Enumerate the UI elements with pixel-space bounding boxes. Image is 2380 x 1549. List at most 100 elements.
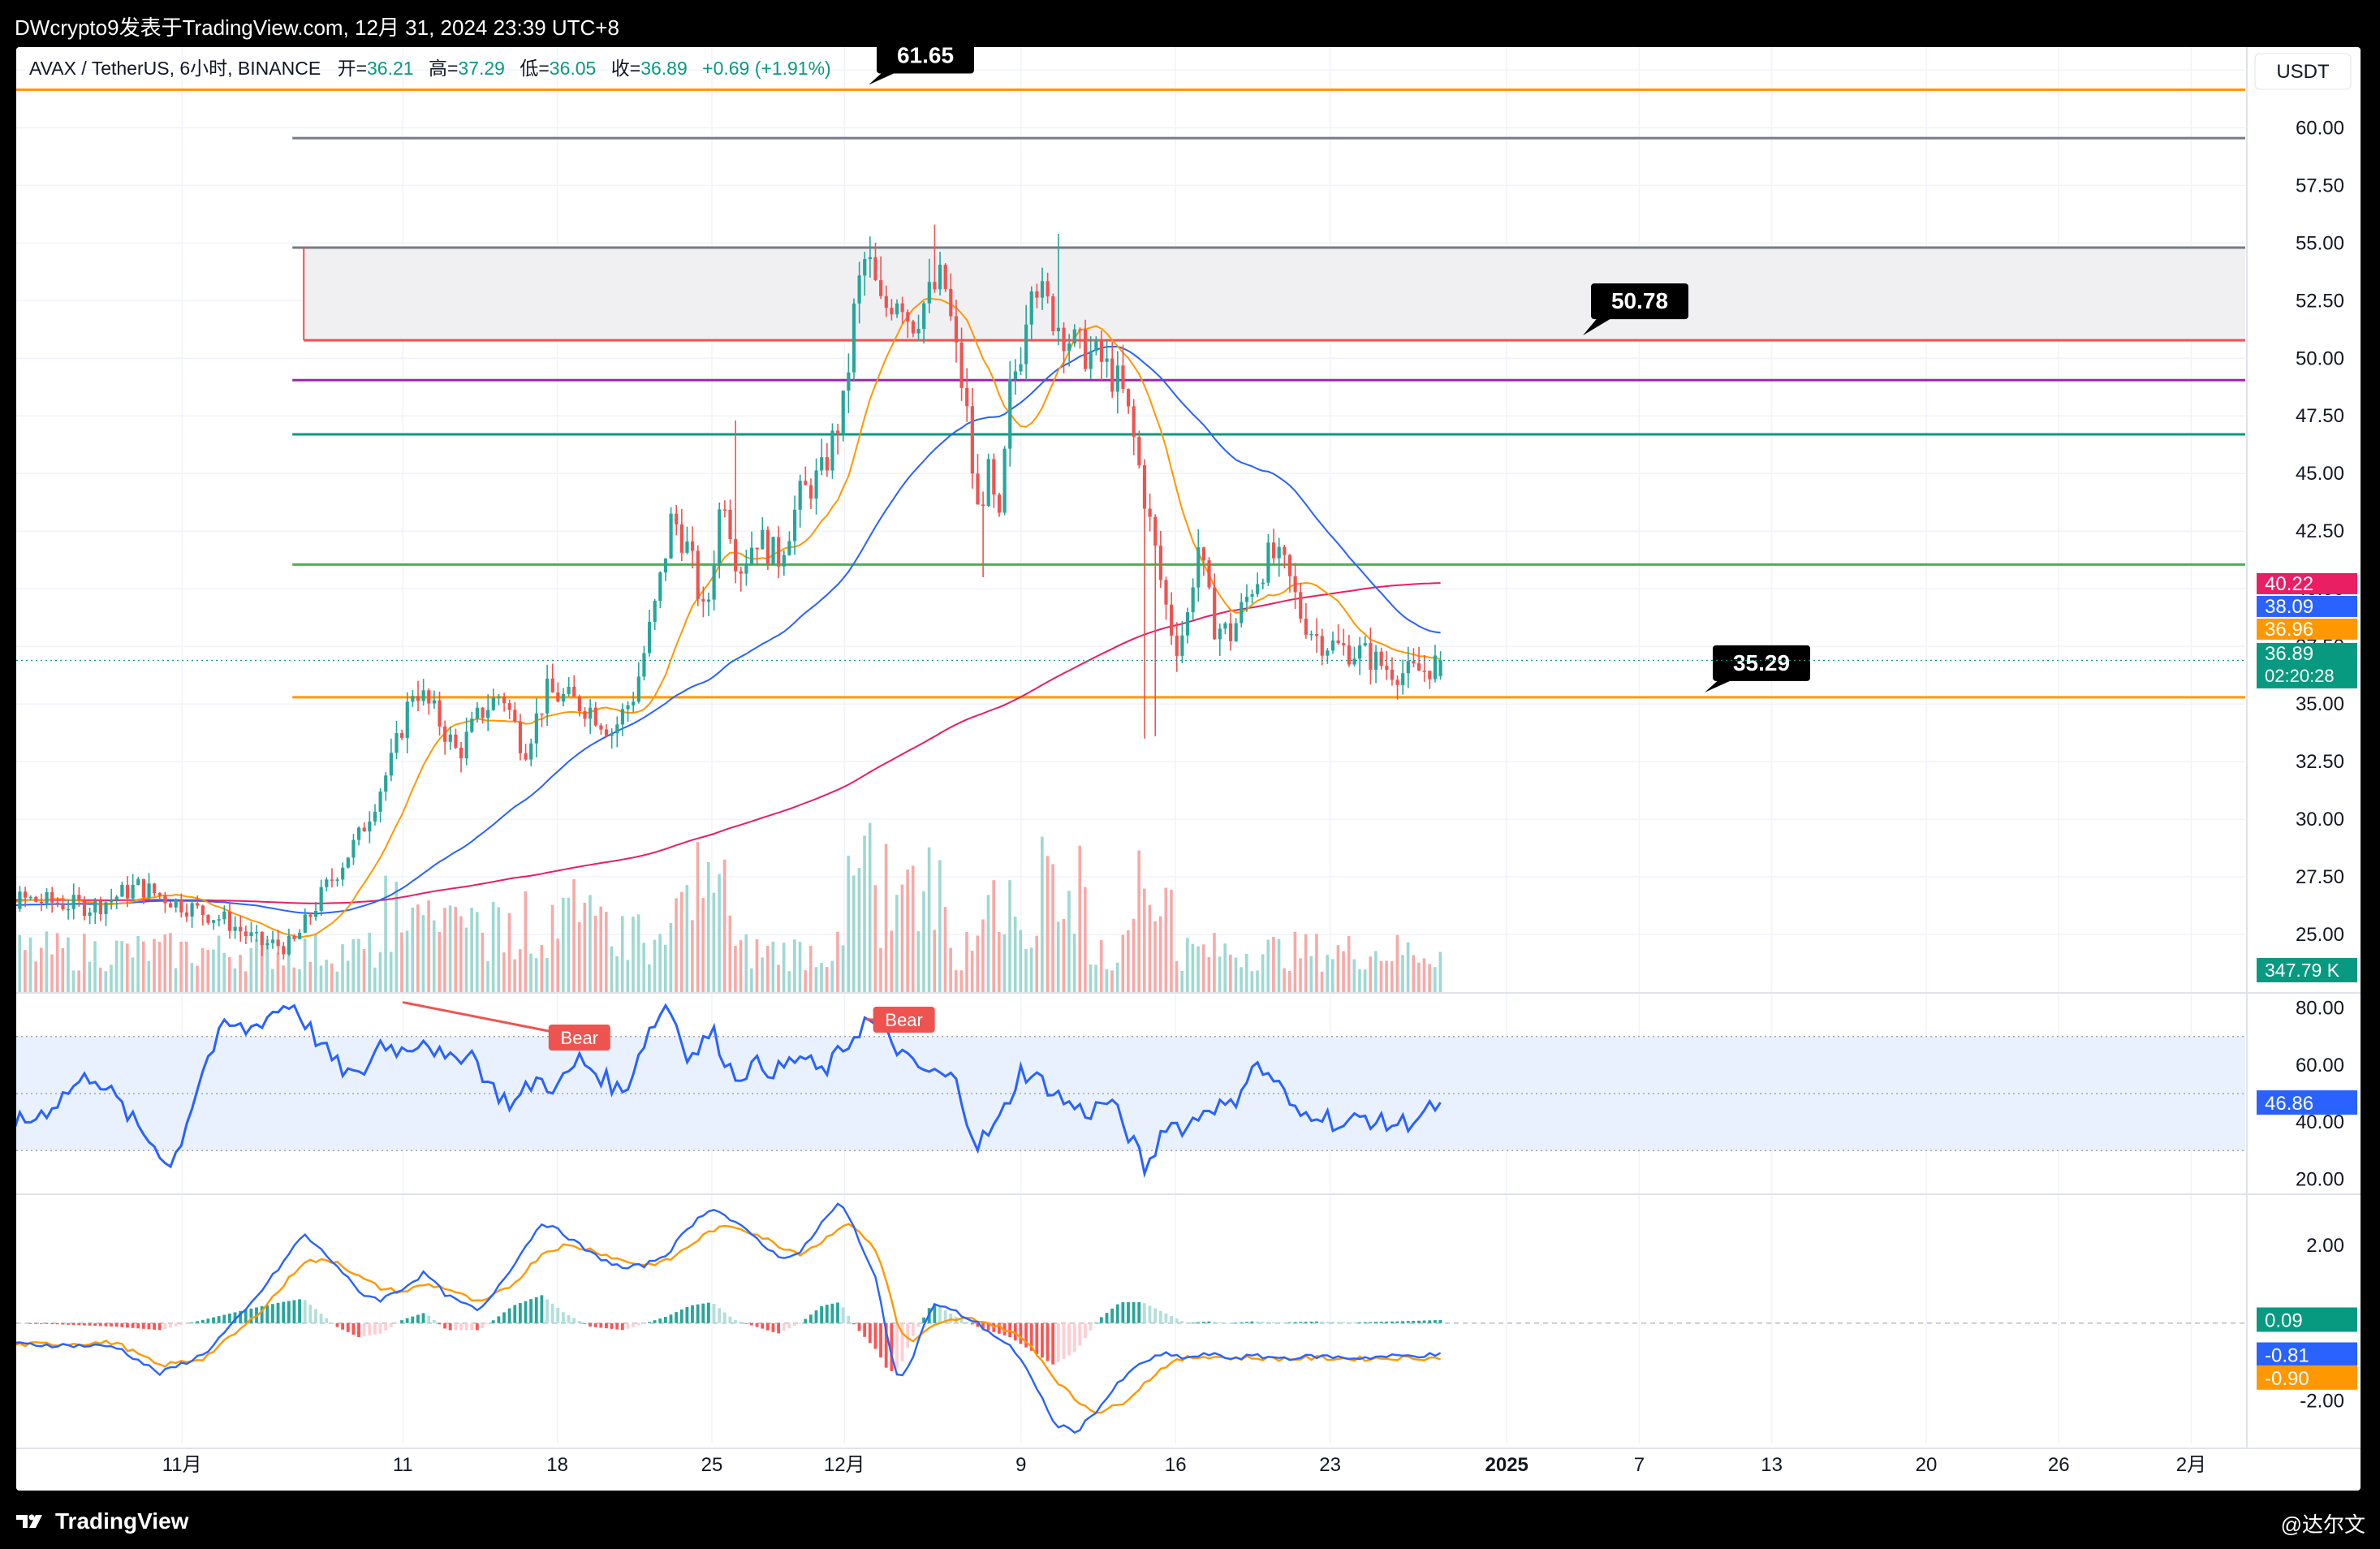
candle[interactable] (18, 886, 22, 913)
candle[interactable] (583, 706, 587, 727)
candle[interactable] (685, 526, 689, 554)
candle[interactable] (965, 368, 969, 422)
candle[interactable] (669, 507, 673, 559)
candle[interactable] (34, 895, 38, 903)
candle[interactable] (782, 550, 786, 576)
candle[interactable] (1170, 592, 1174, 645)
candle[interactable] (620, 703, 625, 736)
price-callout-35.29[interactable]: 35.29 (1705, 645, 1810, 693)
candle[interactable] (373, 804, 377, 826)
candle[interactable] (696, 545, 700, 606)
candle[interactable] (1099, 330, 1104, 381)
candle[interactable] (777, 526, 781, 579)
candle[interactable] (771, 537, 775, 565)
candle[interactable] (798, 474, 802, 528)
candle[interactable] (55, 897, 59, 908)
rsi-pane[interactable]: Bear Bear (16, 1001, 2245, 1179)
candle[interactable] (610, 728, 614, 749)
candle[interactable] (593, 701, 597, 727)
macd-pane[interactable] (16, 1202, 2245, 1434)
candle[interactable] (540, 713, 544, 727)
candle[interactable] (153, 882, 157, 897)
chart-area[interactable]: 61.65 50.78 35.29 Bear Bear 25.00 27.50 30.00… (16, 47, 2361, 1491)
candle[interactable] (1105, 340, 1109, 378)
candle[interactable] (325, 877, 329, 891)
candle[interactable] (196, 895, 200, 909)
candle[interactable] (244, 926, 248, 944)
candle[interactable] (706, 592, 711, 616)
candle[interactable] (1185, 607, 1190, 644)
candle[interactable] (1412, 648, 1416, 667)
candle[interactable] (1304, 602, 1308, 639)
candle[interactable] (1358, 636, 1362, 675)
candle[interactable] (131, 874, 135, 902)
candle[interactable] (67, 900, 71, 920)
candle[interactable] (1395, 675, 1399, 700)
candle[interactable] (863, 252, 867, 296)
candle[interactable] (443, 720, 447, 755)
candle[interactable] (653, 598, 657, 631)
candle[interactable] (395, 720, 399, 760)
candle[interactable] (567, 677, 571, 697)
candle[interactable] (1191, 578, 1195, 620)
candle[interactable] (319, 879, 323, 916)
candle[interactable] (174, 898, 178, 913)
candle[interactable] (255, 925, 259, 943)
candle[interactable] (808, 478, 813, 509)
candle[interactable] (1330, 631, 1335, 654)
candle[interactable] (28, 895, 32, 901)
candle[interactable] (906, 309, 910, 339)
candle[interactable] (1126, 388, 1131, 414)
candle[interactable] (356, 826, 361, 846)
candle[interactable] (351, 834, 356, 865)
candle[interactable] (825, 442, 829, 477)
candle[interactable] (1019, 347, 1023, 375)
price-tag-40.22[interactable]: 40.22 (2257, 572, 2357, 595)
candle[interactable] (1320, 628, 1324, 666)
candle[interactable] (615, 716, 619, 748)
candle[interactable] (841, 390, 845, 442)
candle[interactable] (734, 420, 738, 584)
candle[interactable] (448, 726, 452, 750)
candle[interactable] (227, 900, 232, 939)
candle[interactable] (911, 319, 916, 338)
candle[interactable] (976, 454, 980, 505)
candle[interactable] (1401, 659, 1405, 695)
candle[interactable] (486, 694, 490, 731)
candle[interactable] (1422, 654, 1426, 682)
candle[interactable] (986, 453, 990, 507)
candle[interactable] (765, 526, 770, 571)
candle[interactable] (1283, 544, 1287, 569)
candle[interactable] (282, 942, 286, 960)
candle[interactable] (303, 908, 307, 934)
candle[interactable] (200, 904, 205, 926)
candle[interactable] (679, 509, 683, 562)
candle[interactable] (384, 772, 388, 801)
candle[interactable] (1266, 533, 1270, 586)
candle[interactable] (954, 300, 959, 363)
candle[interactable] (1072, 324, 1076, 347)
candle[interactable] (330, 868, 334, 888)
candle[interactable] (1029, 286, 1033, 340)
candle[interactable] (1078, 327, 1082, 349)
candle[interactable] (432, 690, 437, 710)
candle[interactable] (970, 387, 974, 489)
candle[interactable] (421, 679, 425, 706)
candle[interactable] (313, 901, 318, 921)
candle[interactable] (647, 609, 652, 657)
candle[interactable] (513, 701, 517, 723)
candle[interactable] (77, 887, 81, 907)
candle[interactable] (104, 901, 108, 926)
candle[interactable] (1008, 360, 1012, 467)
candle[interactable] (1201, 546, 1206, 576)
candle[interactable] (1158, 530, 1162, 589)
candle[interactable] (1433, 645, 1438, 683)
candle[interactable] (168, 901, 173, 908)
candle[interactable] (82, 895, 87, 921)
candle[interactable] (454, 728, 458, 749)
candle[interactable] (916, 314, 921, 342)
candle[interactable] (1148, 493, 1152, 532)
candle[interactable] (298, 929, 302, 940)
candle[interactable] (438, 691, 442, 736)
candle[interactable] (1196, 529, 1201, 602)
